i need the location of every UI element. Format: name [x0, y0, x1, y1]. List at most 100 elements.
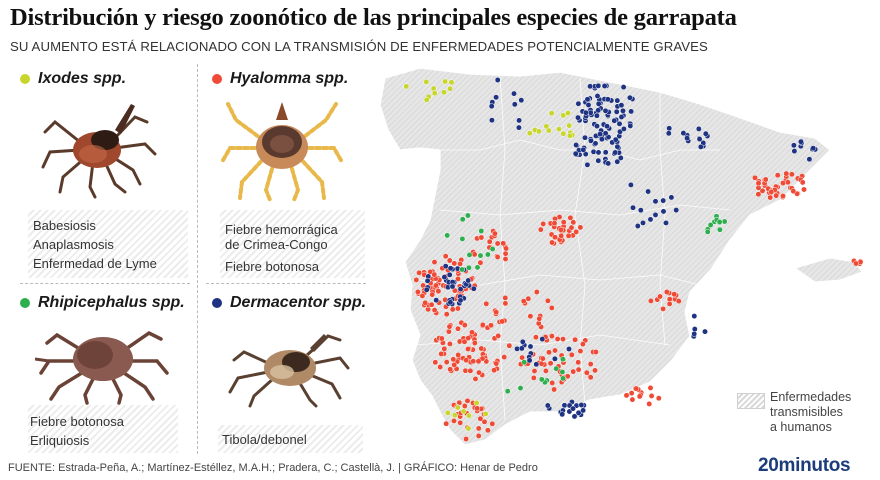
map-dot-hyalomma — [755, 180, 762, 187]
species-header-hyalomma: Hyalomma spp. — [212, 70, 348, 88]
map-dot-dermacentor — [806, 156, 813, 163]
map-dot-dermacentor — [613, 108, 620, 115]
diseases-box-dermacentor — [218, 425, 363, 453]
map-dot-hyalomma — [457, 260, 464, 267]
map-dot-hyalomma — [663, 289, 670, 295]
map-dot-dermacentor — [604, 123, 610, 130]
map-dot-hyalomma — [546, 349, 552, 356]
map-dot-hyalomma — [799, 179, 806, 186]
map-dot-hyalomma — [583, 369, 590, 376]
map-dot-dermacentor — [572, 150, 579, 157]
map-dot-hyalomma — [488, 322, 494, 329]
map-dot-hyalomma — [470, 358, 477, 365]
map-dot-dermacentor — [626, 94, 633, 101]
map-dot-hyalomma — [648, 392, 655, 399]
disease-fiebre-hemorragica: Fiebre hemorrágica — [225, 222, 338, 237]
map-dot-rhipicephalus — [466, 251, 473, 258]
map-dot-rhipicephalus — [521, 359, 528, 366]
map-dot-hyalomma — [675, 298, 682, 305]
map-dot-hyalomma — [506, 342, 513, 349]
panel-divider-vertical — [197, 64, 199, 454]
map-dot-dermacentor — [684, 135, 691, 142]
map-dot-hyalomma — [461, 322, 468, 329]
map-dot-dermacentor — [592, 140, 599, 147]
map-dot-ixodes — [566, 122, 573, 129]
map-dot-rhipicephalus — [464, 212, 471, 219]
map-dot-dermacentor — [790, 142, 797, 149]
map-dot-dermacentor — [595, 100, 602, 107]
map-dot-hyalomma — [493, 309, 500, 316]
map-dot-hyalomma — [432, 359, 439, 366]
map-dot-dermacentor — [533, 361, 540, 368]
map-dot-dermacentor — [595, 82, 602, 89]
map-dot-ixodes — [560, 130, 567, 137]
map-dot-hyalomma — [416, 269, 423, 276]
legend-label: Enfermedades transmisibles a humanos — [770, 390, 852, 434]
map-dot-dermacentor — [620, 107, 626, 114]
map-dot-dermacentor — [810, 145, 817, 152]
map-dot-ixodes — [535, 128, 542, 135]
map-dot-ixodes — [465, 412, 472, 419]
map-dot-dermacentor — [573, 142, 580, 148]
map-dot-hyalomma — [465, 346, 471, 352]
map-dot-dermacentor — [602, 107, 609, 114]
map-dot-hyalomma — [455, 275, 461, 282]
map-dot-hyalomma — [533, 289, 540, 295]
map-dot-hyalomma — [592, 367, 598, 374]
map-dot-hyalomma — [477, 415, 484, 422]
map-dot-hyalomma — [567, 214, 574, 221]
ixodes-tick-icon — [41, 104, 157, 199]
map-dot-hyalomma — [780, 193, 786, 199]
map-dot-hyalomma — [573, 228, 580, 235]
map-dot-hyalomma — [484, 427, 491, 434]
map-dot-dermacentor — [614, 158, 621, 165]
map-dot-dermacentor — [515, 124, 522, 131]
map-dot-hyalomma — [579, 341, 586, 348]
map-dot-hyalomma — [577, 224, 584, 231]
map-dot-hyalomma — [542, 367, 549, 374]
map-dot-hyalomma — [450, 356, 457, 363]
map-dot-dermacentor — [665, 130, 672, 137]
map-dot-hyalomma — [666, 300, 673, 307]
map-dot-hyalomma — [494, 240, 501, 247]
map-dot-hyalomma — [438, 350, 445, 357]
map-dot-rhipicephalus — [716, 226, 723, 233]
map-dot-hyalomma — [479, 355, 486, 362]
panel-divider-left — [20, 283, 190, 285]
map-dot-hyalomma — [443, 420, 450, 427]
map-dot-hyalomma — [463, 436, 470, 442]
map-dot-ixodes — [431, 90, 438, 97]
map-dot-hyalomma — [853, 260, 859, 267]
map-dot-ixodes — [460, 408, 467, 415]
map-dot-hyalomma — [657, 293, 663, 300]
map-dot-hyalomma — [481, 418, 488, 425]
map-dot-hyalomma — [500, 240, 507, 247]
map-dot-dermacentor — [526, 357, 533, 364]
map-dot-hyalomma — [784, 179, 791, 186]
map-dot-hyalomma — [539, 355, 546, 362]
map-dot-dermacentor — [702, 130, 709, 137]
map-dot-hyalomma — [759, 187, 766, 194]
map-dot-dermacentor — [652, 211, 659, 218]
map-dot-dermacentor — [441, 274, 448, 281]
map-dot-dermacentor — [433, 297, 440, 304]
map-dot-ixodes — [447, 85, 454, 92]
map-dot-hyalomma — [768, 189, 775, 195]
map-dot-hyalomma — [475, 358, 482, 365]
map-dot-hyalomma — [422, 299, 429, 306]
map-dot-hyalomma — [671, 291, 678, 298]
map-dot-hyalomma — [570, 368, 577, 375]
map-dot-dermacentor — [612, 136, 619, 143]
map-dot-hyalomma — [570, 219, 577, 226]
diseases-box-hyalomma — [220, 210, 365, 278]
disease-crimea-congo: de Crimea-Congo — [225, 237, 328, 252]
map-dot-dermacentor — [660, 208, 667, 215]
map-dot-dermacentor — [423, 286, 430, 293]
rhipicephalus-tick-icon — [35, 330, 169, 405]
map-dot-dermacentor — [627, 122, 634, 129]
map-dot-hyalomma — [478, 345, 485, 352]
map-dot-dermacentor — [527, 343, 534, 350]
map-dot-dermacentor — [602, 149, 609, 156]
hyalomma-dot-icon — [212, 74, 222, 84]
map-dot-dermacentor — [627, 181, 634, 188]
